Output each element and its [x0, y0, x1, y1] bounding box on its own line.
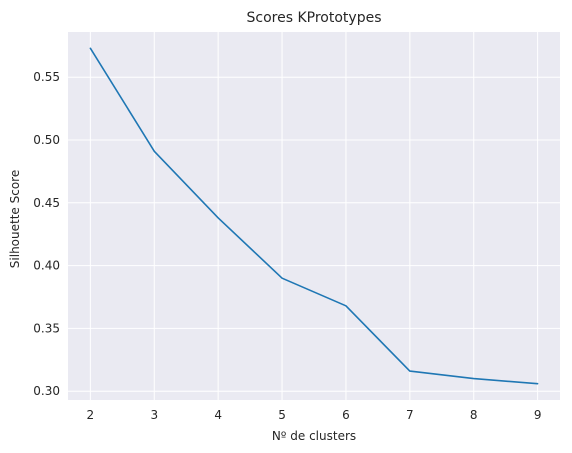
plot-background [68, 32, 560, 400]
y-tick-label: 0.30 [33, 384, 60, 398]
y-tick-label: 0.35 [33, 321, 60, 335]
x-tick-label: 9 [534, 408, 542, 422]
x-gridlines [89, 32, 539, 400]
x-tick-label: 4 [214, 408, 222, 422]
x-tick-label: 3 [150, 408, 158, 422]
y-tick-label: 0.45 [33, 196, 60, 210]
x-axis-label: Nº de clusters [272, 429, 356, 443]
x-tick-label: 7 [406, 408, 414, 422]
chart-title: Scores KPrototypes [247, 10, 382, 26]
x-tick-labels: 2 3 4 5 6 7 8 9 [87, 408, 542, 422]
x-tick-label: 6 [342, 408, 350, 422]
x-tick-label: 5 [278, 408, 286, 422]
y-axis-label: Silhouette Score [8, 170, 22, 268]
y-tick-label: 0.50 [33, 133, 60, 147]
series-line-silhouette [89, 47, 539, 385]
y-tick-label: 0.55 [33, 70, 60, 84]
y-tick-labels: 0.30 0.35 0.40 0.45 0.50 0.55 [33, 70, 60, 398]
y-tick-label: 0.40 [33, 259, 60, 273]
y-gridlines [68, 76, 560, 392]
x-tick-label: 2 [87, 408, 95, 422]
x-tick-label: 8 [470, 408, 478, 422]
